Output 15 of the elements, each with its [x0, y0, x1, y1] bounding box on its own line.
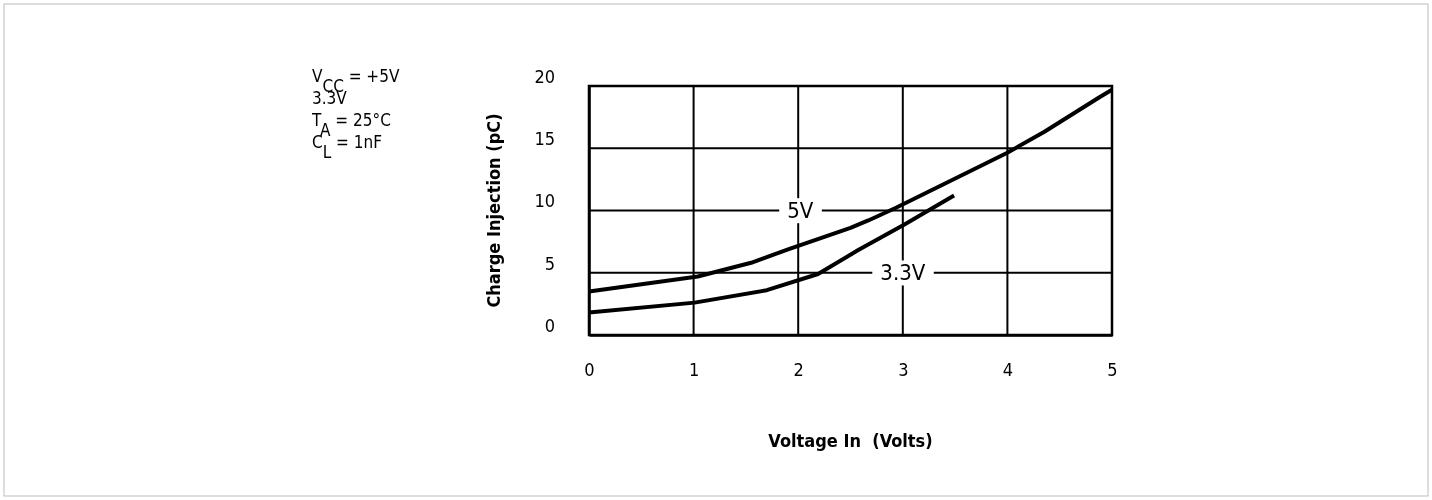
x-tick-label: 3: [898, 358, 909, 380]
x-tick-label: 0: [584, 358, 595, 380]
x-tick-label: 2: [793, 358, 804, 380]
y-axis-title: Charge Injection (pC): [483, 113, 504, 308]
x-tick-label: 5: [1107, 358, 1118, 380]
y-tick-label: 15: [534, 128, 555, 150]
x-tick-label: 1: [688, 358, 700, 380]
y-tick-label: 5: [544, 252, 555, 274]
x-tick-label: 4: [1002, 358, 1014, 380]
y-tick-label: 0: [544, 314, 555, 336]
y-tick-label: 20: [534, 65, 555, 87]
series-label: 5V: [787, 198, 814, 224]
x-axis-title: Voltage In (Volts): [768, 430, 933, 451]
y-tick-label: 10: [534, 190, 555, 212]
series-label: 3.3V: [880, 260, 926, 286]
